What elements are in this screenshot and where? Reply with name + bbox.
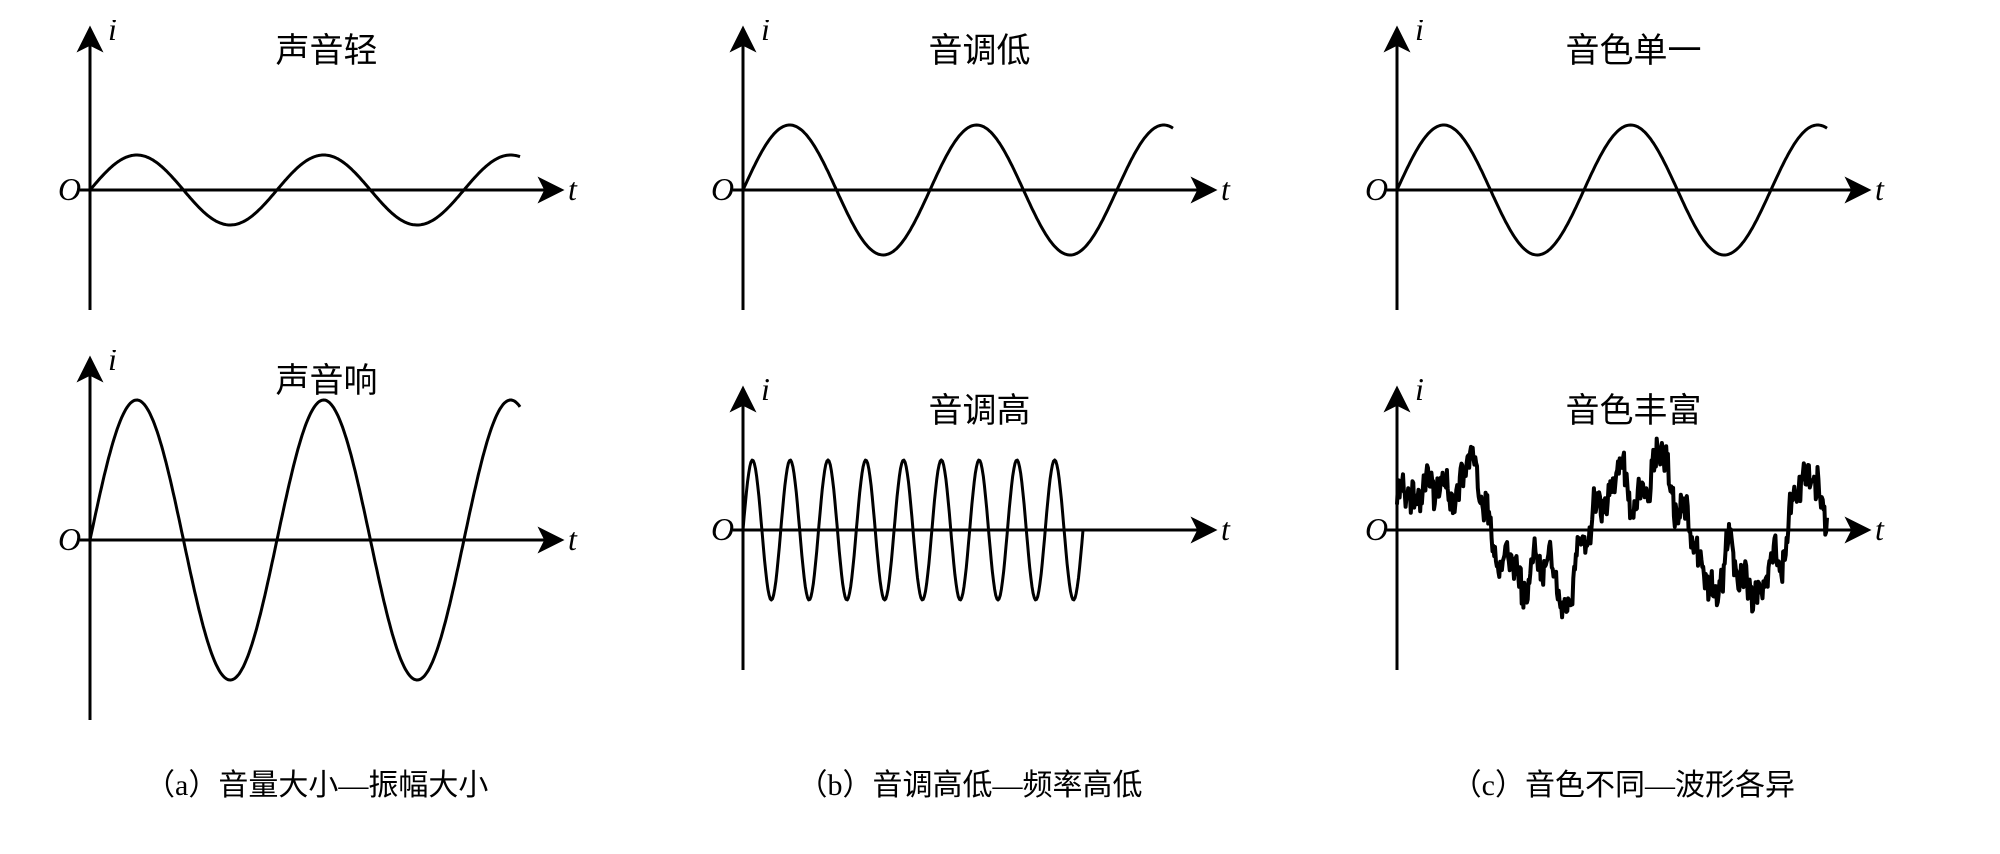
chart-b2: i t O 音调高: [673, 350, 1253, 730]
y-axis-label: i: [761, 20, 770, 47]
y-axis-label: i: [108, 350, 117, 377]
origin-label: O: [58, 171, 81, 207]
y-axis-label: i: [761, 371, 770, 407]
chart-cell: i t O 音色单一: [1327, 20, 1920, 320]
chart-cell: i t O 音调低: [673, 20, 1266, 320]
x-axis-label: t: [568, 521, 578, 557]
origin-label: O: [711, 511, 734, 547]
caption: （b）音调高低—频率高低: [673, 760, 1266, 804]
chart-title: 声音轻: [276, 32, 378, 70]
chart-title: 音调低: [929, 32, 1031, 70]
y-axis-label: i: [1415, 20, 1424, 47]
origin-label: O: [1365, 511, 1388, 547]
chart-cell: i t O 声音轻: [20, 20, 613, 320]
x-axis-label: t: [1875, 511, 1885, 547]
waveform: [1397, 439, 1827, 618]
chart-title: 音色单一: [1565, 32, 1701, 70]
x-axis-label: t: [568, 171, 578, 207]
chart-title: 音色丰富: [1565, 392, 1701, 430]
chart-cell: i t O 声音响: [20, 350, 613, 730]
chart-c2: i t O 音色丰富: [1327, 350, 1907, 730]
origin-label: O: [1365, 171, 1388, 207]
chart-title: 声音响: [276, 362, 378, 400]
caption: （c）音色不同—波形各异: [1327, 760, 1920, 804]
x-axis-label: t: [1221, 511, 1231, 547]
chart-b1: i t O 音调低: [673, 20, 1253, 320]
origin-label: O: [58, 521, 81, 557]
caption: （a）音量大小—振幅大小: [20, 760, 613, 804]
chart-a1: i t O 声音轻: [20, 20, 600, 320]
chart-cell: i t O 音色丰富: [1327, 350, 1920, 730]
chart-cell: i t O 音调高: [673, 350, 1266, 730]
diagram-grid: i t O 声音轻 i t O 音调低 i t O 音色单一 i t O 声音响 i t O 音调高 i t O 音…: [20, 20, 1920, 804]
origin-label: O: [711, 171, 734, 207]
y-axis-label: i: [1415, 371, 1424, 407]
x-axis-label: t: [1221, 171, 1231, 207]
chart-c1: i t O 音色单一: [1327, 20, 1907, 320]
caption-row: （a）音量大小—振幅大小 （b）音调高低—频率高低 （c）音色不同—波形各异: [20, 760, 1920, 804]
x-axis-label: t: [1875, 171, 1885, 207]
chart-a2: i t O 声音响: [20, 350, 600, 730]
chart-title: 音调高: [929, 392, 1031, 430]
y-axis-label: i: [108, 20, 117, 47]
